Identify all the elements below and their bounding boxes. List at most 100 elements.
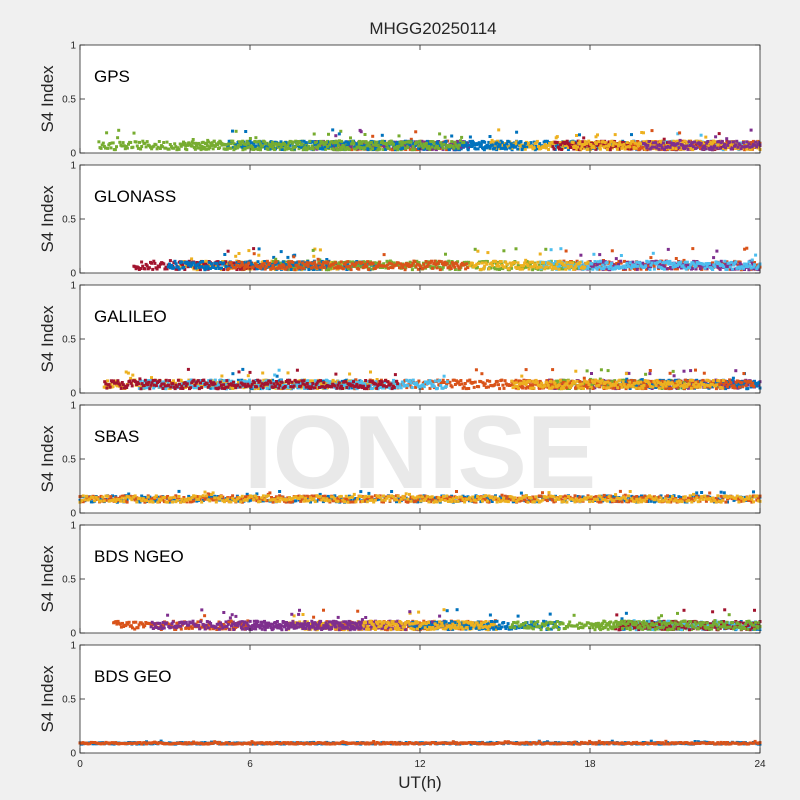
data-point <box>487 385 490 389</box>
data-point <box>307 268 311 271</box>
data-point <box>282 264 286 268</box>
data-point <box>293 268 297 272</box>
data-point <box>429 142 433 146</box>
data-point <box>654 141 658 145</box>
data-point <box>264 142 268 146</box>
data-point <box>750 145 754 149</box>
data-point <box>728 265 732 269</box>
data-point <box>249 381 252 385</box>
data-point <box>633 141 637 145</box>
data-point <box>336 264 340 268</box>
data-point <box>523 147 527 151</box>
data-point <box>124 144 128 148</box>
data-point <box>466 266 470 270</box>
data-point <box>259 264 263 268</box>
data-point <box>428 386 432 390</box>
data-point <box>340 139 344 143</box>
data-point <box>531 268 535 272</box>
data-point <box>291 267 295 271</box>
data-point <box>439 141 443 145</box>
data-point <box>313 247 317 251</box>
data-point <box>411 378 415 382</box>
data-point <box>381 143 385 147</box>
data-point <box>378 147 382 151</box>
data-point <box>237 140 241 144</box>
data-point <box>152 144 156 148</box>
data-point <box>473 380 477 384</box>
data-point <box>202 262 206 266</box>
data-point <box>204 147 208 151</box>
data-point <box>583 144 587 148</box>
data-point <box>278 266 282 270</box>
data-point <box>236 264 240 268</box>
data-point <box>693 140 696 144</box>
data-point <box>187 261 191 265</box>
data-point <box>573 144 577 148</box>
data-point <box>106 379 109 383</box>
data-point <box>564 267 568 271</box>
data-point <box>608 265 612 268</box>
data-point <box>616 142 620 145</box>
data-points <box>132 246 762 272</box>
data-point <box>272 255 276 259</box>
data-point <box>429 140 433 143</box>
data-point <box>139 379 142 383</box>
data-point <box>223 383 227 387</box>
data-point <box>479 142 483 146</box>
data-point <box>575 264 579 268</box>
data-point <box>671 142 675 145</box>
data-point <box>350 145 354 149</box>
data-point <box>202 380 206 384</box>
data-point <box>516 261 520 265</box>
data-point <box>753 145 756 149</box>
data-point <box>603 265 607 269</box>
data-point <box>706 140 710 143</box>
data-point <box>522 264 525 268</box>
data-point <box>342 145 346 149</box>
data-point <box>200 265 203 269</box>
data-point <box>445 383 449 387</box>
data-point <box>428 379 432 382</box>
data-point <box>385 263 389 267</box>
data-point <box>330 140 334 144</box>
data-point <box>440 380 444 384</box>
data-point <box>564 379 568 383</box>
data-point <box>169 145 173 148</box>
data-point <box>318 144 322 148</box>
data-point <box>384 147 388 151</box>
data-point <box>287 147 291 150</box>
data-point <box>675 267 679 271</box>
data-point <box>455 145 459 149</box>
data-point <box>532 146 536 150</box>
data-point <box>165 140 169 144</box>
data-point <box>728 140 732 144</box>
data-point <box>549 263 553 267</box>
data-point <box>699 141 703 145</box>
data-point <box>499 260 503 264</box>
data-point <box>536 260 540 264</box>
data-point <box>401 266 405 270</box>
data-point <box>307 144 311 148</box>
data-point <box>704 135 708 139</box>
data-point <box>500 140 504 144</box>
data-point <box>513 261 517 265</box>
data-point <box>147 385 151 388</box>
data-point <box>246 265 250 269</box>
data-point <box>582 263 586 267</box>
data-point <box>248 137 252 140</box>
data-point <box>713 144 716 148</box>
data-point <box>579 253 583 257</box>
data-point <box>100 143 104 147</box>
data-point <box>198 268 202 272</box>
data-point <box>289 268 293 271</box>
data-point <box>238 383 241 387</box>
data-point <box>452 263 455 267</box>
data-point <box>361 263 365 267</box>
data-point <box>452 378 456 382</box>
data-point <box>463 263 466 267</box>
data-point <box>629 266 633 270</box>
data-point <box>499 266 503 270</box>
data-point <box>649 256 653 260</box>
data-point <box>680 143 684 147</box>
data-point <box>754 140 758 144</box>
